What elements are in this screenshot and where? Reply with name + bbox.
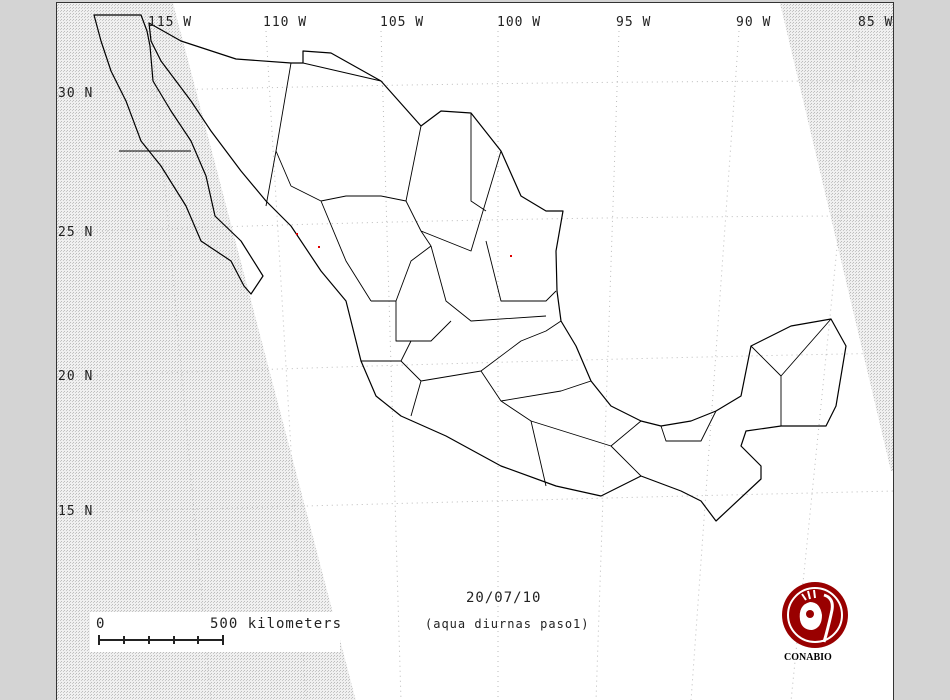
map-panel: [56, 2, 894, 700]
scale-start-label: 0: [96, 616, 105, 632]
longitude-label: 110 W: [263, 15, 308, 30]
hotspot: [296, 233, 298, 235]
longitude-label: 100 W: [497, 15, 542, 30]
state-borders: [119, 62, 832, 487]
conabio-logo-icon: [782, 582, 848, 648]
map-subtitle: (aqua diurnas paso1): [425, 617, 590, 631]
latitude-label: 25 N: [58, 225, 94, 240]
longitude-label: 85 W: [858, 15, 894, 30]
coastline-and-borders: [93, 14, 847, 522]
scale-bar-background: [90, 612, 340, 652]
map-date: 20/07/10: [466, 590, 542, 606]
longitude-label: 90 W: [736, 15, 772, 30]
hotspot: [510, 255, 512, 257]
longitude-label: 115 W: [148, 15, 193, 30]
conabio-logo-text: CONABIO: [784, 652, 832, 663]
latitude-label: 15 N: [58, 504, 94, 519]
no-data-swath-left: [57, 3, 356, 700]
graticule: [57, 30, 893, 700]
longitude-label: 105 W: [380, 15, 425, 30]
map-canvas: [57, 3, 893, 700]
longitude-label: 95 W: [616, 15, 652, 30]
baja-california-outline: [93, 14, 264, 295]
hotspot: [318, 246, 320, 248]
no-data-swath-right-fill: [780, 3, 893, 471]
hotspots: [296, 233, 512, 257]
latitude-label: 30 N: [58, 86, 94, 101]
mainland-outline: [148, 22, 847, 522]
latitude-label: 20 N: [58, 369, 94, 384]
scale-end-label: 500 kilometers: [210, 616, 343, 632]
